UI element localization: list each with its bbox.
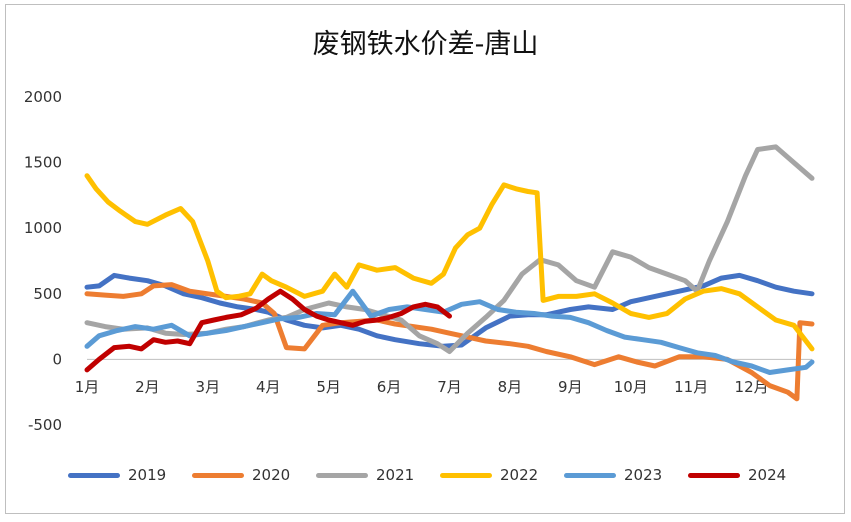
y-tick-label: 1000 xyxy=(24,219,62,237)
legend-label: 2020 xyxy=(252,466,291,484)
x-tick-label: 9月 xyxy=(558,378,583,396)
x-tick-label: 8月 xyxy=(498,378,523,396)
legend-swatch xyxy=(440,472,492,478)
legend-label: 2024 xyxy=(748,466,787,484)
legend-swatch xyxy=(688,472,740,478)
series-line-2021 xyxy=(84,144,815,354)
legend-swatch xyxy=(316,472,368,478)
x-tick-label: 10月 xyxy=(614,378,648,396)
chart-frame xyxy=(5,4,845,514)
x-tick-label: 6月 xyxy=(377,378,402,396)
x-tick-label: 4月 xyxy=(256,378,281,396)
legend-item-2024: 2024 xyxy=(688,462,786,488)
x-tick-label: 7月 xyxy=(437,378,462,396)
chart-legend: 2019 2020 2021 2022 2023 2024 xyxy=(0,462,851,488)
x-tick-label: 5月 xyxy=(316,378,341,396)
legend-item-2020: 2020 xyxy=(192,462,290,488)
legend-item-2022: 2022 xyxy=(440,462,538,488)
series-line-2020 xyxy=(84,282,815,402)
legend-item-2021: 2021 xyxy=(316,462,414,488)
x-axis-ticks: 1月 2月 3月 4月 5月 6月 7月 8月 9月 10月 11月 12月 xyxy=(75,378,769,396)
x-tick-label: 11月 xyxy=(674,378,708,396)
legend-label: 2021 xyxy=(376,466,415,484)
x-tick-label: 12月 xyxy=(735,378,769,396)
x-tick-label: 2月 xyxy=(135,378,160,396)
y-tick-label: 1500 xyxy=(24,154,62,172)
legend-item-2019: 2019 xyxy=(68,462,166,488)
series-line-2024 xyxy=(84,288,452,373)
y-tick-label: 0 xyxy=(52,350,62,368)
legend-label: 2022 xyxy=(500,466,539,484)
series-lines xyxy=(84,144,815,402)
series-line-2023 xyxy=(84,288,815,375)
legend-swatch xyxy=(68,472,120,478)
legend-swatch xyxy=(192,472,244,478)
legend-label: 2023 xyxy=(624,466,663,484)
chart-title: 废钢铁水价差-唐山 xyxy=(312,29,539,60)
y-tick-label: 500 xyxy=(33,285,62,303)
y-tick-label: 2000 xyxy=(24,88,62,106)
y-axis-ticks: 2000 1500 1000 500 0 -500 xyxy=(24,88,62,434)
legend-item-2023: 2023 xyxy=(564,462,662,488)
series-line-2022 xyxy=(84,173,815,352)
legend-label: 2019 xyxy=(128,466,167,484)
x-tick-label: 1月 xyxy=(75,378,100,396)
x-tick-label: 3月 xyxy=(196,378,221,396)
legend-swatch xyxy=(564,472,616,478)
y-tick-label: -500 xyxy=(28,416,62,434)
